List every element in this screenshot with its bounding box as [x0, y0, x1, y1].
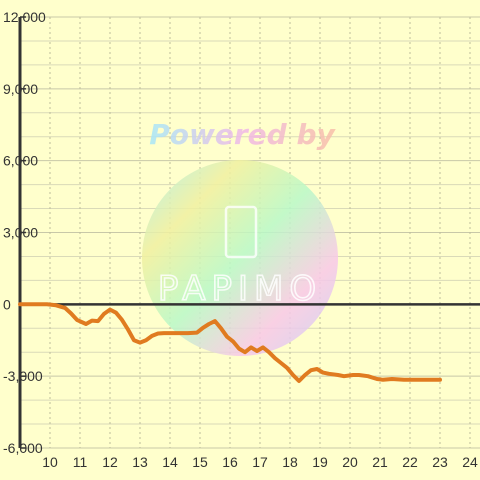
- x-tick-label: 11: [73, 454, 88, 470]
- watermark-text: Powered by: [149, 118, 336, 151]
- x-tick-label: 24: [462, 454, 478, 470]
- y-tick-label: 12,000: [3, 9, 46, 25]
- x-tick-label: 13: [132, 454, 148, 470]
- x-tick-label: 17: [252, 454, 268, 470]
- axes: [18, 16, 480, 449]
- x-tick-label: 19: [312, 454, 328, 470]
- x-tick-label: 20: [342, 454, 358, 470]
- x-tick-label: 15: [192, 454, 208, 470]
- y-tick-label: 9,000: [3, 81, 38, 97]
- tick-labels: -6,000 -3,000 0 3,000 6,000 9,000 12,000 10 11 12…: [3, 9, 478, 470]
- x-tick-label: 16: [222, 454, 238, 470]
- series: [18, 302, 442, 383]
- x-tick-label: 23: [432, 454, 448, 470]
- y-tick-label: -3,000: [3, 368, 43, 384]
- watermark: Powered by PAPIMO: [142, 118, 338, 356]
- y-tick-label: -6,000: [3, 440, 43, 456]
- x-tick-label: 12: [102, 454, 118, 470]
- x-tick-label: 10: [42, 454, 58, 470]
- x-tick-label: 22: [402, 454, 418, 470]
- watermark-brand: PAPIMO: [158, 269, 322, 309]
- series-line: [18, 302, 442, 383]
- x-tick-label: 18: [282, 454, 298, 470]
- y-tick-label: 6,000: [3, 153, 38, 169]
- watermark-logo-icon: [224, 205, 258, 259]
- y-tick-label: 3,000: [3, 225, 38, 241]
- x-tick-label: 14: [162, 454, 178, 470]
- x-tick-label: 21: [372, 454, 388, 470]
- y-tick-label: 0: [3, 296, 11, 312]
